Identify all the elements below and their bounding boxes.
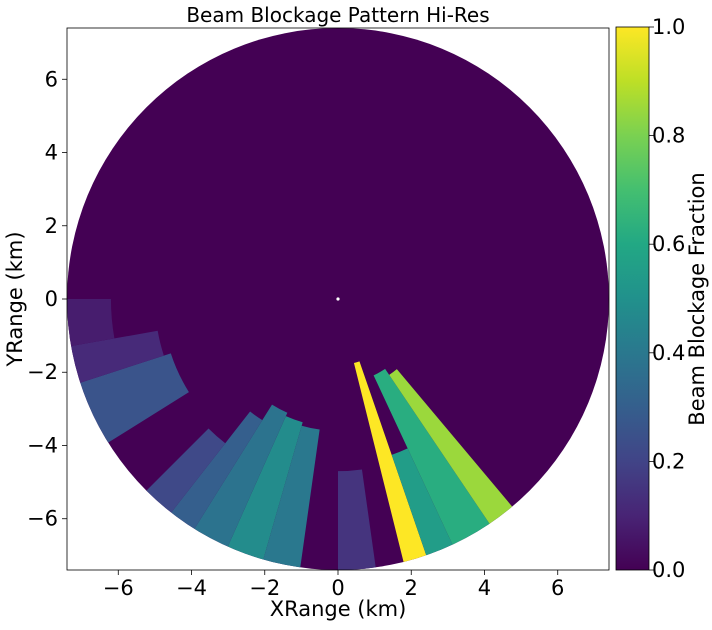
y-tick-label: 4: [45, 141, 58, 165]
plot-area: [66, 27, 610, 571]
blockage-sector-10: [136, 428, 226, 524]
y-tick-label: −6: [27, 507, 58, 531]
x-tick-label: 2: [405, 576, 418, 600]
x-tick-label: 0: [331, 576, 344, 600]
colorbar-tick-label: 0.0: [652, 558, 685, 582]
colorbar-tick-label: 0.6: [652, 232, 685, 256]
colorbar-label: Beam Blockage Fraction: [685, 172, 709, 425]
blockage-sector-8: [187, 404, 288, 559]
y-tick-label: −2: [27, 360, 58, 384]
x-tick-label: 6: [551, 576, 564, 600]
blockage-sector-6: [259, 425, 320, 570]
y-tick-label: 2: [45, 214, 58, 238]
blockage-sector-12: [67, 330, 164, 387]
y-tick-label: 6: [45, 67, 58, 91]
colorbar-tick-label: 1.0: [652, 15, 685, 39]
blockage-sector-9: [162, 411, 263, 541]
colorbar: 0.0 0.2 0.4 0.6 0.8 1.0 Beam Blockage Fractio…: [615, 15, 709, 582]
blockage-sector-4: [389, 369, 521, 535]
x-tick-label: −6: [103, 576, 134, 600]
y-axis-label: YRange (km): [3, 231, 27, 367]
y-tick-label: 0: [45, 287, 58, 311]
x-tick-label: −2: [249, 576, 280, 600]
x-axis: −6 −4 −2 0 2 4 6: [103, 570, 564, 600]
colorbar-gradient: [615, 26, 650, 571]
x-tick-label: −4: [176, 576, 207, 600]
radar-center-marker: [336, 297, 340, 301]
blockage-sectors: [67, 299, 521, 570]
chart-title: Beam Blockage Pattern Hi-Res: [186, 3, 489, 27]
y-tick-label: −4: [27, 433, 58, 457]
blockage-sector-7: [222, 416, 303, 570]
blockage-sector-3: [373, 368, 498, 557]
colorbar-ticks: 0.0 0.2 0.4 0.6 0.8 1.0: [649, 15, 685, 582]
colorbar-tick-label: 0.2: [652, 449, 685, 473]
y-axis: −6 −4 −2 0 2 4 6: [27, 67, 67, 531]
x-tick-label: 4: [478, 576, 491, 600]
colorbar-tick-label: 0.8: [652, 124, 685, 148]
x-axis-label: XRange (km): [270, 597, 407, 621]
blockage-sector-2: [391, 448, 459, 569]
blockage-sector-5: [338, 469, 378, 570]
colorbar-tick-label: 0.4: [652, 341, 685, 365]
blockage-sector-1: [353, 361, 431, 570]
